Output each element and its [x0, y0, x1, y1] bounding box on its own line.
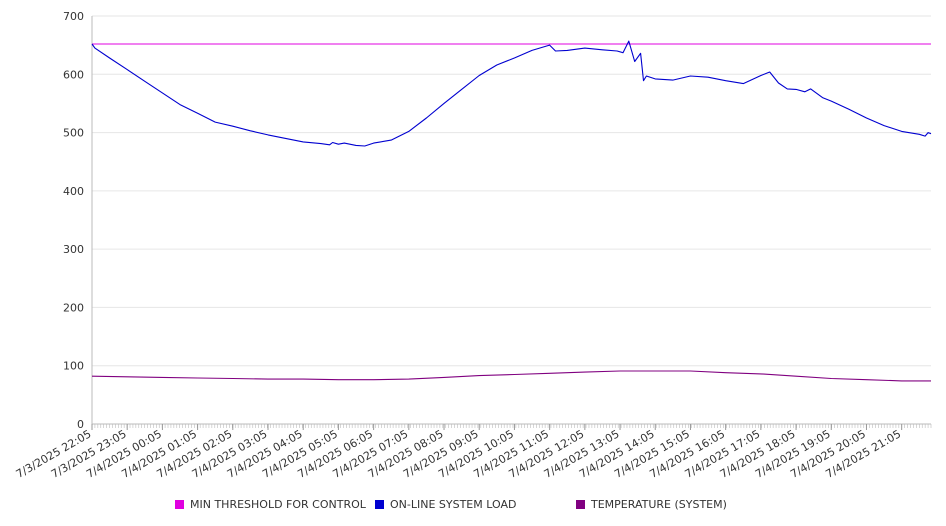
temperature-line: [91, 370, 931, 382]
y-tick-label: 600: [63, 68, 84, 81]
y-tick-label: 500: [63, 127, 84, 140]
x-axis: 7/3/2025 22:057/3/2025 23:057/4/2025 00:…: [14, 423, 932, 481]
legend-label-threshold: MIN THRESHOLD FOR CONTROL: [190, 498, 366, 511]
y-tick-label: 700: [63, 10, 84, 23]
y-tick-label: 400: [63, 185, 84, 198]
legend: MIN THRESHOLD FOR CONTROL ON-LINE SYSTEM…: [0, 498, 946, 516]
y-axis: 0 100 200 300 400 500 600 700: [63, 10, 93, 431]
y-tick-label: 300: [63, 243, 84, 256]
y-tick-label: 100: [63, 360, 84, 373]
legend-swatch-system-load: [375, 500, 384, 509]
legend-item-system-load[interactable]: ON-LINE SYSTEM LOAD: [375, 498, 516, 511]
legend-item-temperature[interactable]: TEMPERATURE (SYSTEM): [576, 498, 727, 511]
legend-label-temperature: TEMPERATURE (SYSTEM): [591, 498, 727, 511]
legend-item-threshold[interactable]: MIN THRESHOLD FOR CONTROL: [175, 498, 366, 511]
system-load-line: [91, 40, 932, 147]
series-lines: [91, 40, 932, 382]
legend-swatch-temperature: [576, 500, 585, 509]
y-tick-label: 0: [77, 418, 84, 431]
y-tick-label: 200: [63, 301, 84, 314]
legend-swatch-threshold: [175, 500, 184, 509]
grid-lines: [92, 15, 931, 367]
legend-label-system-load: ON-LINE SYSTEM LOAD: [390, 498, 517, 511]
